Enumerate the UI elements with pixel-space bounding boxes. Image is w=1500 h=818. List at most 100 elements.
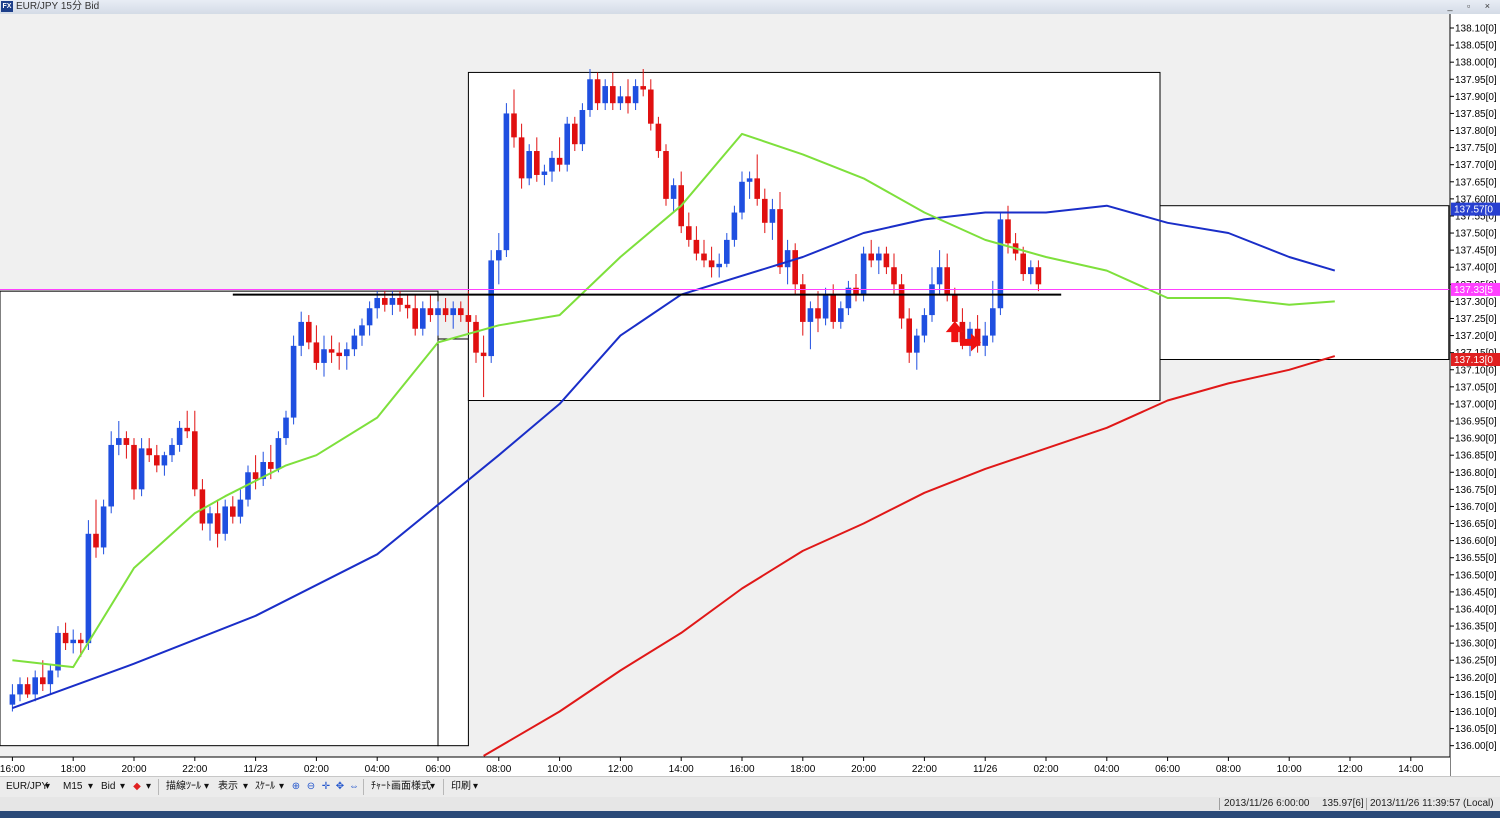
candle-body xyxy=(830,294,836,322)
candle-body xyxy=(663,151,669,199)
x-axis-ticks: 16:00 18:00 20:00 22:00 11/23 02:00 04:00 06:00… xyxy=(0,757,1424,775)
candle-body xyxy=(116,438,122,445)
x-tick-label: 10:00 xyxy=(547,764,572,775)
candle-body xyxy=(640,86,646,90)
chart-style-dropdown-icon[interactable]: ▾ xyxy=(430,781,436,792)
more-dropdown-icon[interactable]: ▾ xyxy=(146,781,152,792)
y-tick-label: 137.65[0] xyxy=(1455,177,1497,188)
y-tick-label: 137.80[0] xyxy=(1455,126,1497,137)
y-tick-label: 137.10[0] xyxy=(1455,365,1497,376)
candle-body xyxy=(511,113,517,138)
candle-body xyxy=(488,260,494,357)
x-tick-label: 04:00 xyxy=(1094,764,1119,775)
candle-body xyxy=(587,79,593,111)
price-chart[interactable]: 138.10[0] 138.05[0] 138.00[0] 137.95[0] 137.… xyxy=(0,14,1500,776)
drawing-tools-dropdown-icon[interactable]: ▾ xyxy=(204,781,210,792)
candle-body xyxy=(792,250,798,285)
print-menu[interactable]: 印刷 xyxy=(451,781,471,792)
symbol-select[interactable]: EUR/JPY xyxy=(6,781,49,792)
x-tick-label: 02:00 xyxy=(304,764,329,775)
y-tick-label: 136.20[0] xyxy=(1455,673,1497,684)
candle-body xyxy=(404,304,411,309)
candle-body xyxy=(146,448,152,456)
candle-body xyxy=(47,670,54,685)
candle-body xyxy=(154,455,160,466)
y-tick-label: 136.35[0] xyxy=(1455,622,1497,633)
y-axis-panel xyxy=(1450,14,1500,776)
candle-body xyxy=(32,677,38,695)
candle-body xyxy=(245,472,251,500)
zoom-in-icon[interactable]: ⊕ xyxy=(291,781,301,792)
scale-menu[interactable]: ｽｹｰﾙ xyxy=(255,781,275,792)
symbol-dropdown-icon[interactable]: ▾ xyxy=(45,781,51,792)
candle-body xyxy=(62,632,69,644)
drawing-tools-menu[interactable]: 描線ﾂｰﾙ xyxy=(166,781,201,792)
y-tick-label: 136.05[0] xyxy=(1455,724,1497,735)
candle-body xyxy=(298,321,304,346)
y-tick-label: 138.05[0] xyxy=(1455,41,1497,52)
candle-body xyxy=(328,349,335,353)
chart-style-menu[interactable]: ﾁｬｰﾄ画面様式 xyxy=(371,781,431,792)
print-dropdown-icon[interactable]: ▾ xyxy=(473,781,479,792)
candle-body xyxy=(564,123,570,165)
ma-mid-line xyxy=(12,204,1336,710)
timeframe-dropdown-icon[interactable]: ▾ xyxy=(88,781,94,792)
range-box xyxy=(437,338,469,747)
display-menu[interactable]: 表示 xyxy=(218,781,238,792)
status-separator xyxy=(1219,798,1220,810)
range-box xyxy=(467,71,1161,402)
y-tick-label: 137.50[0] xyxy=(1455,229,1497,240)
candle-body xyxy=(199,489,206,524)
candle-body xyxy=(898,284,905,319)
candle-body xyxy=(161,455,168,466)
chart-toolbar: EUR/JPY ▾ M15 ▾ Bid ▾ ◆ ▾ 描線ﾂｰﾙ ▾ 表示 ▾ ｽ… xyxy=(0,776,1500,798)
candle-body xyxy=(777,209,783,268)
ma-long-line xyxy=(483,355,1336,757)
candle-body xyxy=(845,287,852,309)
ma-lines-layer xyxy=(12,132,1336,757)
y-tick-label: 136.80[0] xyxy=(1455,468,1497,479)
y-tick-label: 138.00[0] xyxy=(1455,58,1497,69)
candle-body xyxy=(997,219,1004,309)
candle-body xyxy=(169,444,175,456)
candle-body xyxy=(9,694,16,705)
candle-body xyxy=(914,335,920,353)
zoom-out-icon[interactable]: ⊖ xyxy=(306,781,316,792)
price-type-select[interactable]: Bid xyxy=(101,781,116,792)
y-tick-label: 136.70[0] xyxy=(1455,502,1497,513)
candle-body xyxy=(800,284,806,322)
candle-body xyxy=(754,178,760,199)
candle-body xyxy=(838,308,844,322)
y-tick-label: 136.75[0] xyxy=(1455,485,1497,496)
status-bar: 2013/11/26 6:00:00 135.97[6] 2013/11/26 … xyxy=(0,797,1500,812)
candle-body xyxy=(944,267,950,295)
candle-body xyxy=(237,499,244,517)
candle-body xyxy=(306,321,312,343)
x-tick-label: 22:00 xyxy=(182,764,207,775)
x-tick-label: 20:00 xyxy=(121,764,146,775)
candle-body xyxy=(427,308,434,316)
candle-body xyxy=(435,308,441,316)
candle-body xyxy=(374,297,380,309)
auto-scale-icon[interactable]: ✥ xyxy=(335,781,345,792)
candle-body xyxy=(739,181,745,213)
candle-body xyxy=(55,632,61,671)
alert-icon[interactable]: ◆ xyxy=(133,781,141,792)
display-dropdown-icon[interactable]: ▾ xyxy=(243,781,249,792)
fit-icon[interactable]: ⇔ xyxy=(349,781,359,792)
window-controls[interactable]: _ ▫ × xyxy=(1447,1,1496,11)
x-tick-label: 11/26 xyxy=(973,764,998,775)
x-tick-label: 06:00 xyxy=(1155,764,1180,775)
candle-body xyxy=(541,171,548,175)
x-axis-panel xyxy=(0,757,1450,776)
crosshair-icon[interactable]: ✛ xyxy=(321,781,331,792)
candle-body xyxy=(906,318,912,353)
x-tick-label: 02:00 xyxy=(1033,764,1058,775)
price-type-dropdown-icon[interactable]: ▾ xyxy=(120,781,126,792)
timeframe-select[interactable]: M15 xyxy=(63,781,83,792)
title-bar: FX EUR/JPY 15分 Bid _ ▫ × xyxy=(0,0,1500,15)
scale-dropdown-icon[interactable]: ▾ xyxy=(279,781,285,792)
y-axis-ticks: 138.10[0] 138.05[0] 138.00[0] 137.95[0] 137.… xyxy=(1450,24,1497,752)
candle-body xyxy=(1035,267,1042,285)
candle-body xyxy=(762,198,768,223)
